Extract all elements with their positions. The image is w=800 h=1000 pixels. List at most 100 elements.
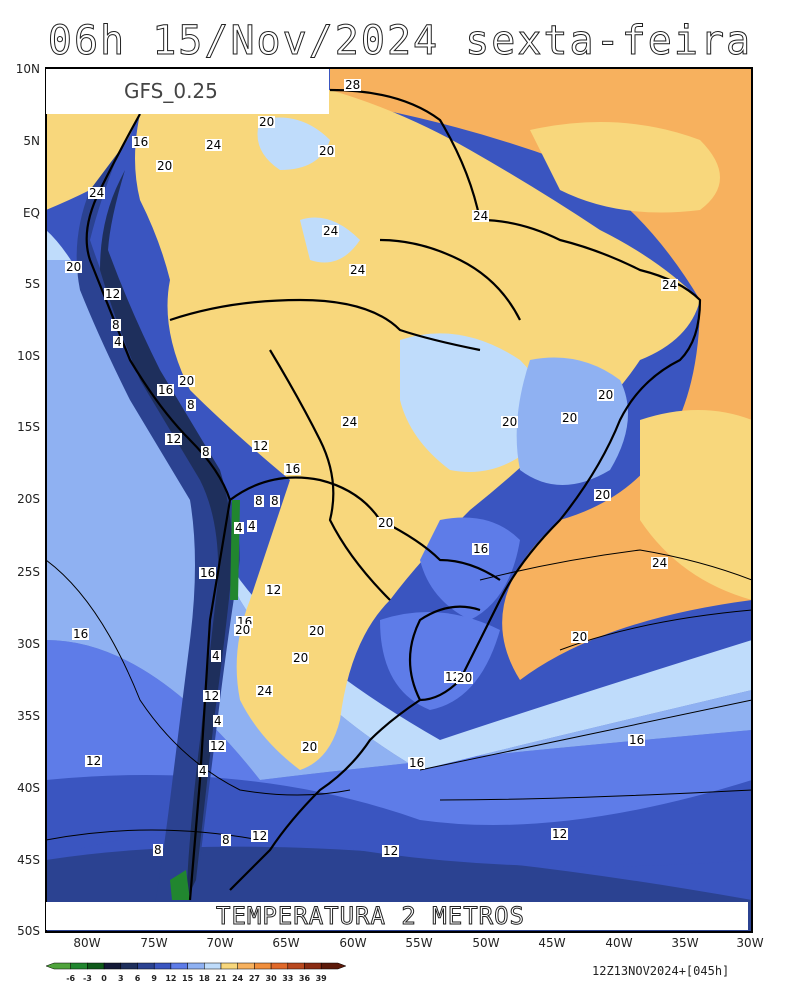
colorbar-swatch [287,962,305,970]
contour-label: 16 [408,756,426,770]
contour-label: 12 [165,432,183,446]
contour-label: 20 [571,630,589,644]
contour-label: 16 [72,627,90,641]
lat-label: 10S [17,349,40,363]
colorbar-swatch [270,962,289,970]
colorbar-tick-label: -6 [66,974,76,983]
model-label-box: GFS_0.25 [46,69,329,114]
colorbar-tick-label: 30 [265,974,277,983]
colorbar-swatch [320,962,347,970]
contour-label: 20 [292,651,310,665]
colorbar-tick-label: 36 [298,974,311,983]
contour-label: 24 [205,138,223,152]
contour-label: 8 [270,494,280,508]
contour-label: 8 [111,318,121,332]
colorbar-tick-label: 12 [165,974,177,983]
contour-label: 24 [349,263,367,277]
contour-label: 20 [377,516,395,530]
contour-label: 20 [308,624,326,638]
colorbar-tick-label: 33 [282,974,294,983]
colorbar-swatch [137,962,155,970]
contour-label: 20 [301,740,319,754]
lon-label: 30W [736,936,764,950]
contour-label: 16 [284,462,302,476]
variable-label: TEMPERATURA 2 METROS [216,902,525,931]
lon-label: 45W [538,936,566,950]
colorbar-swatch [46,962,71,970]
lat-label: 5S [24,277,40,291]
colorbar-tick-label: 3 [118,974,124,983]
contour-label: 28 [344,78,362,92]
contour-label: 20 [501,415,519,429]
lon-label: 40W [605,936,633,950]
contour-label: 24 [341,415,359,429]
lat-label: 35S [17,709,40,723]
contour-label: 16 [132,135,150,149]
contour-label: 20 [156,159,174,173]
contour-label: 8 [254,494,264,508]
contour-label: 8 [201,445,211,459]
colorbar-tick-label: -3 [82,974,92,983]
contour-label: 8 [221,833,231,847]
colorbar-swatch [304,962,322,970]
colorbar-tick-label: 24 [232,974,244,983]
colorbar-swatch [153,962,172,970]
lon-label: 75W [140,936,168,950]
lat-label: 45S [17,853,40,867]
lat-label: 10N [15,62,40,76]
lat-label: 50S [17,924,40,938]
map-title: 06h 15/Nov/2024 sexta-feira [47,18,753,65]
contour-label: 12 [265,583,283,597]
contour-label: 20 [318,144,336,158]
colorbar-tick-label: 18 [198,974,210,983]
contour-label: 20 [561,411,579,425]
colorbar-swatch [120,962,138,970]
contour-label: 12 [251,829,269,843]
contour-label: 24 [472,209,490,223]
colorbar-swatch [204,962,222,970]
colorbar-swatch [220,962,238,970]
contour-label: 12 [252,439,270,453]
lat-label: 5N [23,134,40,148]
contour-label: 16 [199,566,217,580]
lat-label: 25S [17,565,40,579]
contour-label: 24 [322,224,340,238]
contour-label: 12 [85,754,103,768]
colorbar-swatch [254,962,272,970]
lon-label: 60W [339,936,367,950]
colorbar-tick-label: 39 [315,974,327,983]
contour-label: 20 [597,388,615,402]
contour-label: 16 [628,733,646,747]
model-label: GFS_0.25 [124,79,218,103]
colorbar [46,962,347,970]
lon-label: 35W [671,936,699,950]
lon-label: 65W [272,936,300,950]
colorbar-swatch [70,962,88,970]
contour-label: 12 [209,739,227,753]
run-info: 12Z13NOV2024+[045h] [592,964,730,978]
colorbar-tick-label: 6 [134,974,141,983]
contour-label: 4 [211,649,221,663]
contour-label: 24 [661,278,679,292]
contour-label: 4 [113,335,123,349]
contour-label: 24 [88,186,106,200]
contour-label: 20 [178,374,196,388]
lat-label: 40S [17,781,40,795]
lat-label: 15S [17,420,40,434]
contour-label: 16 [472,542,490,556]
contour-label: 8 [186,398,196,412]
lat-label: 20S [17,492,40,506]
colorbar-tick-label: 21 [215,974,227,983]
colorbar-swatch [170,962,188,970]
contour-label: 20 [234,623,252,637]
lon-label: 50W [472,936,500,950]
lon-label: 55W [405,936,433,950]
contour-label: 20 [594,488,612,502]
lat-label: EQ [22,206,40,220]
variable-band: TEMPERATURA 2 METROS [46,902,748,931]
lon-label: 70W [206,936,234,950]
colorbar-swatch [103,962,122,970]
colorbar-swatch [237,962,255,970]
lon-label: 80W [73,936,101,950]
contour-label: 4 [213,714,223,728]
